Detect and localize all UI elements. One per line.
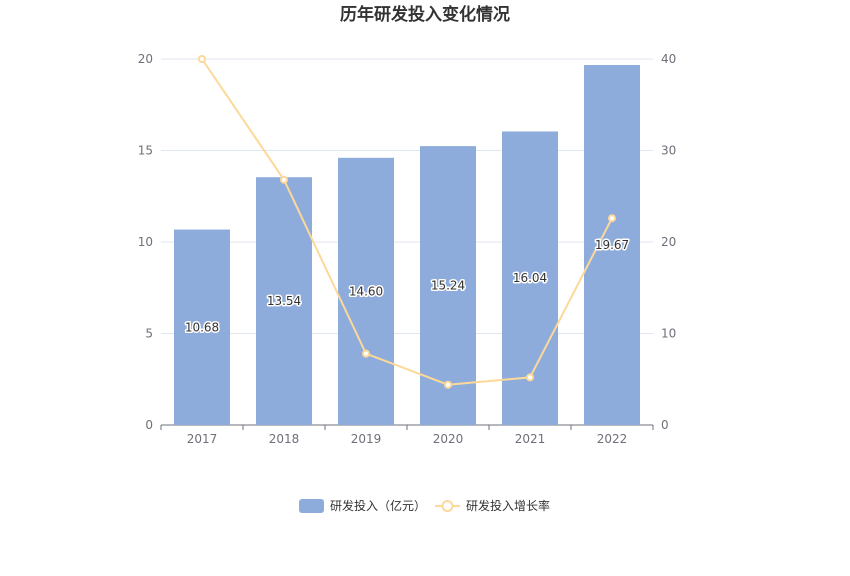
bar [174, 229, 230, 425]
bar-data-label: 16.04 [513, 271, 547, 285]
line-series [198, 55, 616, 389]
x-tick-label: 2017 [187, 432, 218, 446]
y-left-tick-label: 10 [138, 235, 153, 249]
legend-swatch-marker [441, 500, 454, 512]
legend-item-line[interactable]: 研发投入增长率 [435, 498, 550, 513]
data-labels: 10.68 13.54 14.60 15.24 16.04 19.67 [183, 237, 630, 336]
bar [338, 157, 394, 425]
y-left-tick-label: 20 [138, 52, 153, 66]
axes: 0 5 10 15 20 0 10 20 30 40 2017 2018 2019 2020 2021 202… [138, 52, 677, 446]
y-left-tick-label: 0 [145, 418, 153, 432]
line-point [608, 214, 616, 223]
legend-label-bar: 研发投入（亿元） [330, 498, 426, 513]
x-tick-label: 2019 [351, 432, 382, 446]
bar-data-label: 15.24 [431, 279, 465, 293]
bar-series [174, 65, 640, 425]
y-left-tick-label: 5 [145, 327, 153, 341]
legend-item-bar[interactable]: 研发投入（亿元） [299, 498, 426, 513]
bar-data-label: 13.54 [267, 294, 301, 308]
legend-swatch-bar [299, 499, 324, 513]
x-tick-label: 2021 [515, 432, 546, 446]
y-right-tick-label: 30 [661, 144, 676, 158]
x-tick-label: 2018 [269, 432, 300, 446]
legend[interactable]: 研发投入（亿元） 研发投入增长率 [299, 498, 550, 513]
y-right-tick-label: 0 [661, 418, 669, 432]
chart-title: 历年研发投入变化情况 [340, 4, 510, 25]
line-point [198, 55, 206, 63]
bar-data-label: 14.60 [349, 284, 383, 298]
line-path [201, 58, 613, 386]
y-left-tick-label: 15 [138, 144, 153, 158]
y-right-tick-label: 10 [661, 327, 676, 341]
bar [584, 65, 640, 425]
grid-lines [161, 58, 653, 334]
legend-label-line: 研发投入增长率 [466, 498, 550, 513]
line-point [362, 349, 370, 358]
bar-data-label: 19.67 [595, 238, 629, 252]
line-point [280, 175, 288, 184]
line-point [526, 373, 534, 382]
line-point [444, 380, 452, 389]
x-tick-label: 2020 [433, 432, 464, 446]
x-tick-label: 2022 [597, 432, 628, 446]
y-right-tick-label: 20 [661, 235, 676, 249]
bar-data-label: 10.68 [185, 320, 219, 334]
y-right-tick-label: 40 [661, 52, 676, 66]
